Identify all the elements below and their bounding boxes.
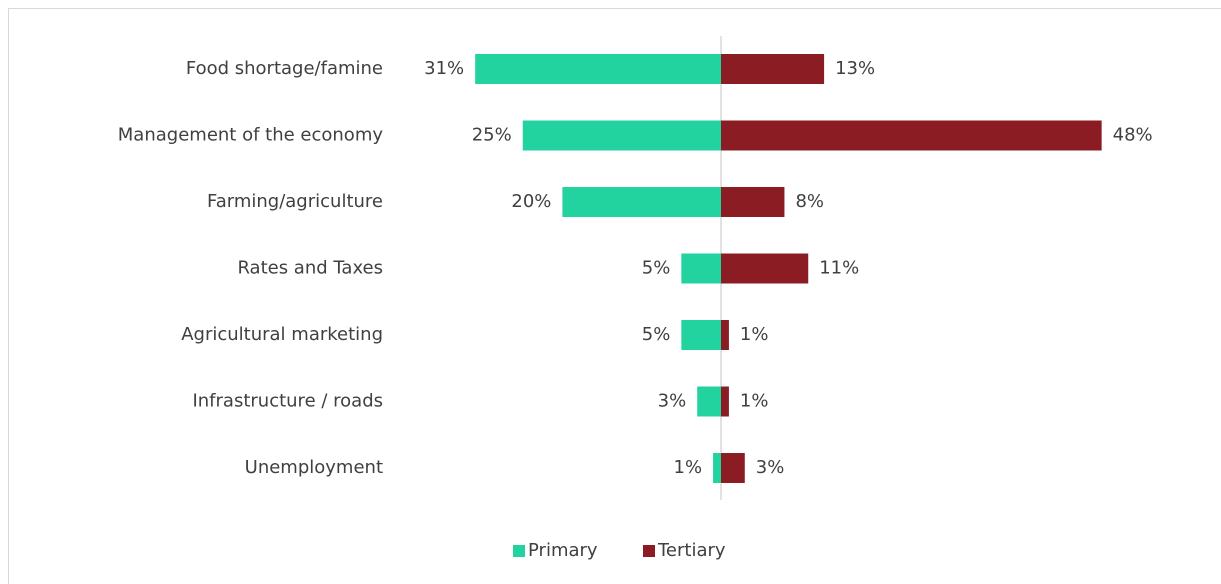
legend-swatch bbox=[513, 545, 525, 557]
value-label: 5% bbox=[642, 258, 671, 279]
category-label: Food shortage/famine bbox=[186, 58, 383, 79]
value-label: 1% bbox=[674, 457, 703, 478]
category-label: Management of the economy bbox=[118, 125, 384, 146]
bar bbox=[721, 253, 809, 284]
bar bbox=[475, 54, 721, 84]
bar bbox=[713, 453, 721, 483]
bar bbox=[721, 54, 825, 84]
value-label: 11% bbox=[819, 258, 859, 279]
value-label: 3% bbox=[658, 391, 687, 412]
category-label: Farming/agriculture bbox=[207, 191, 383, 212]
value-label: 5% bbox=[642, 324, 671, 345]
bar bbox=[681, 253, 721, 284]
value-label: 8% bbox=[795, 191, 824, 212]
value-label: 1% bbox=[740, 324, 769, 345]
chart-frame bbox=[8, 8, 1221, 584]
category-label: Infrastructure / roads bbox=[192, 391, 383, 412]
value-label: 31% bbox=[424, 58, 464, 79]
category-label: Unemployment bbox=[245, 457, 383, 478]
legend-label: Primary bbox=[528, 540, 598, 561]
bar bbox=[721, 453, 745, 483]
bar bbox=[721, 120, 1102, 151]
value-label: 1% bbox=[740, 391, 769, 412]
value-label: 48% bbox=[1113, 125, 1153, 146]
bar bbox=[522, 120, 721, 151]
category-label: Agricultural marketing bbox=[181, 324, 383, 345]
bar bbox=[721, 187, 785, 217]
legend-swatch bbox=[643, 545, 655, 557]
bar bbox=[697, 386, 721, 417]
bar bbox=[721, 386, 729, 417]
value-label: 25% bbox=[472, 125, 512, 146]
legend-label: Tertiary bbox=[657, 540, 726, 561]
bar bbox=[721, 320, 729, 350]
value-label: 13% bbox=[835, 58, 875, 79]
value-label: 20% bbox=[511, 191, 551, 212]
value-label: 3% bbox=[756, 457, 785, 478]
bar bbox=[562, 187, 721, 217]
bar bbox=[681, 320, 721, 350]
category-label: Rates and Taxes bbox=[237, 258, 383, 279]
